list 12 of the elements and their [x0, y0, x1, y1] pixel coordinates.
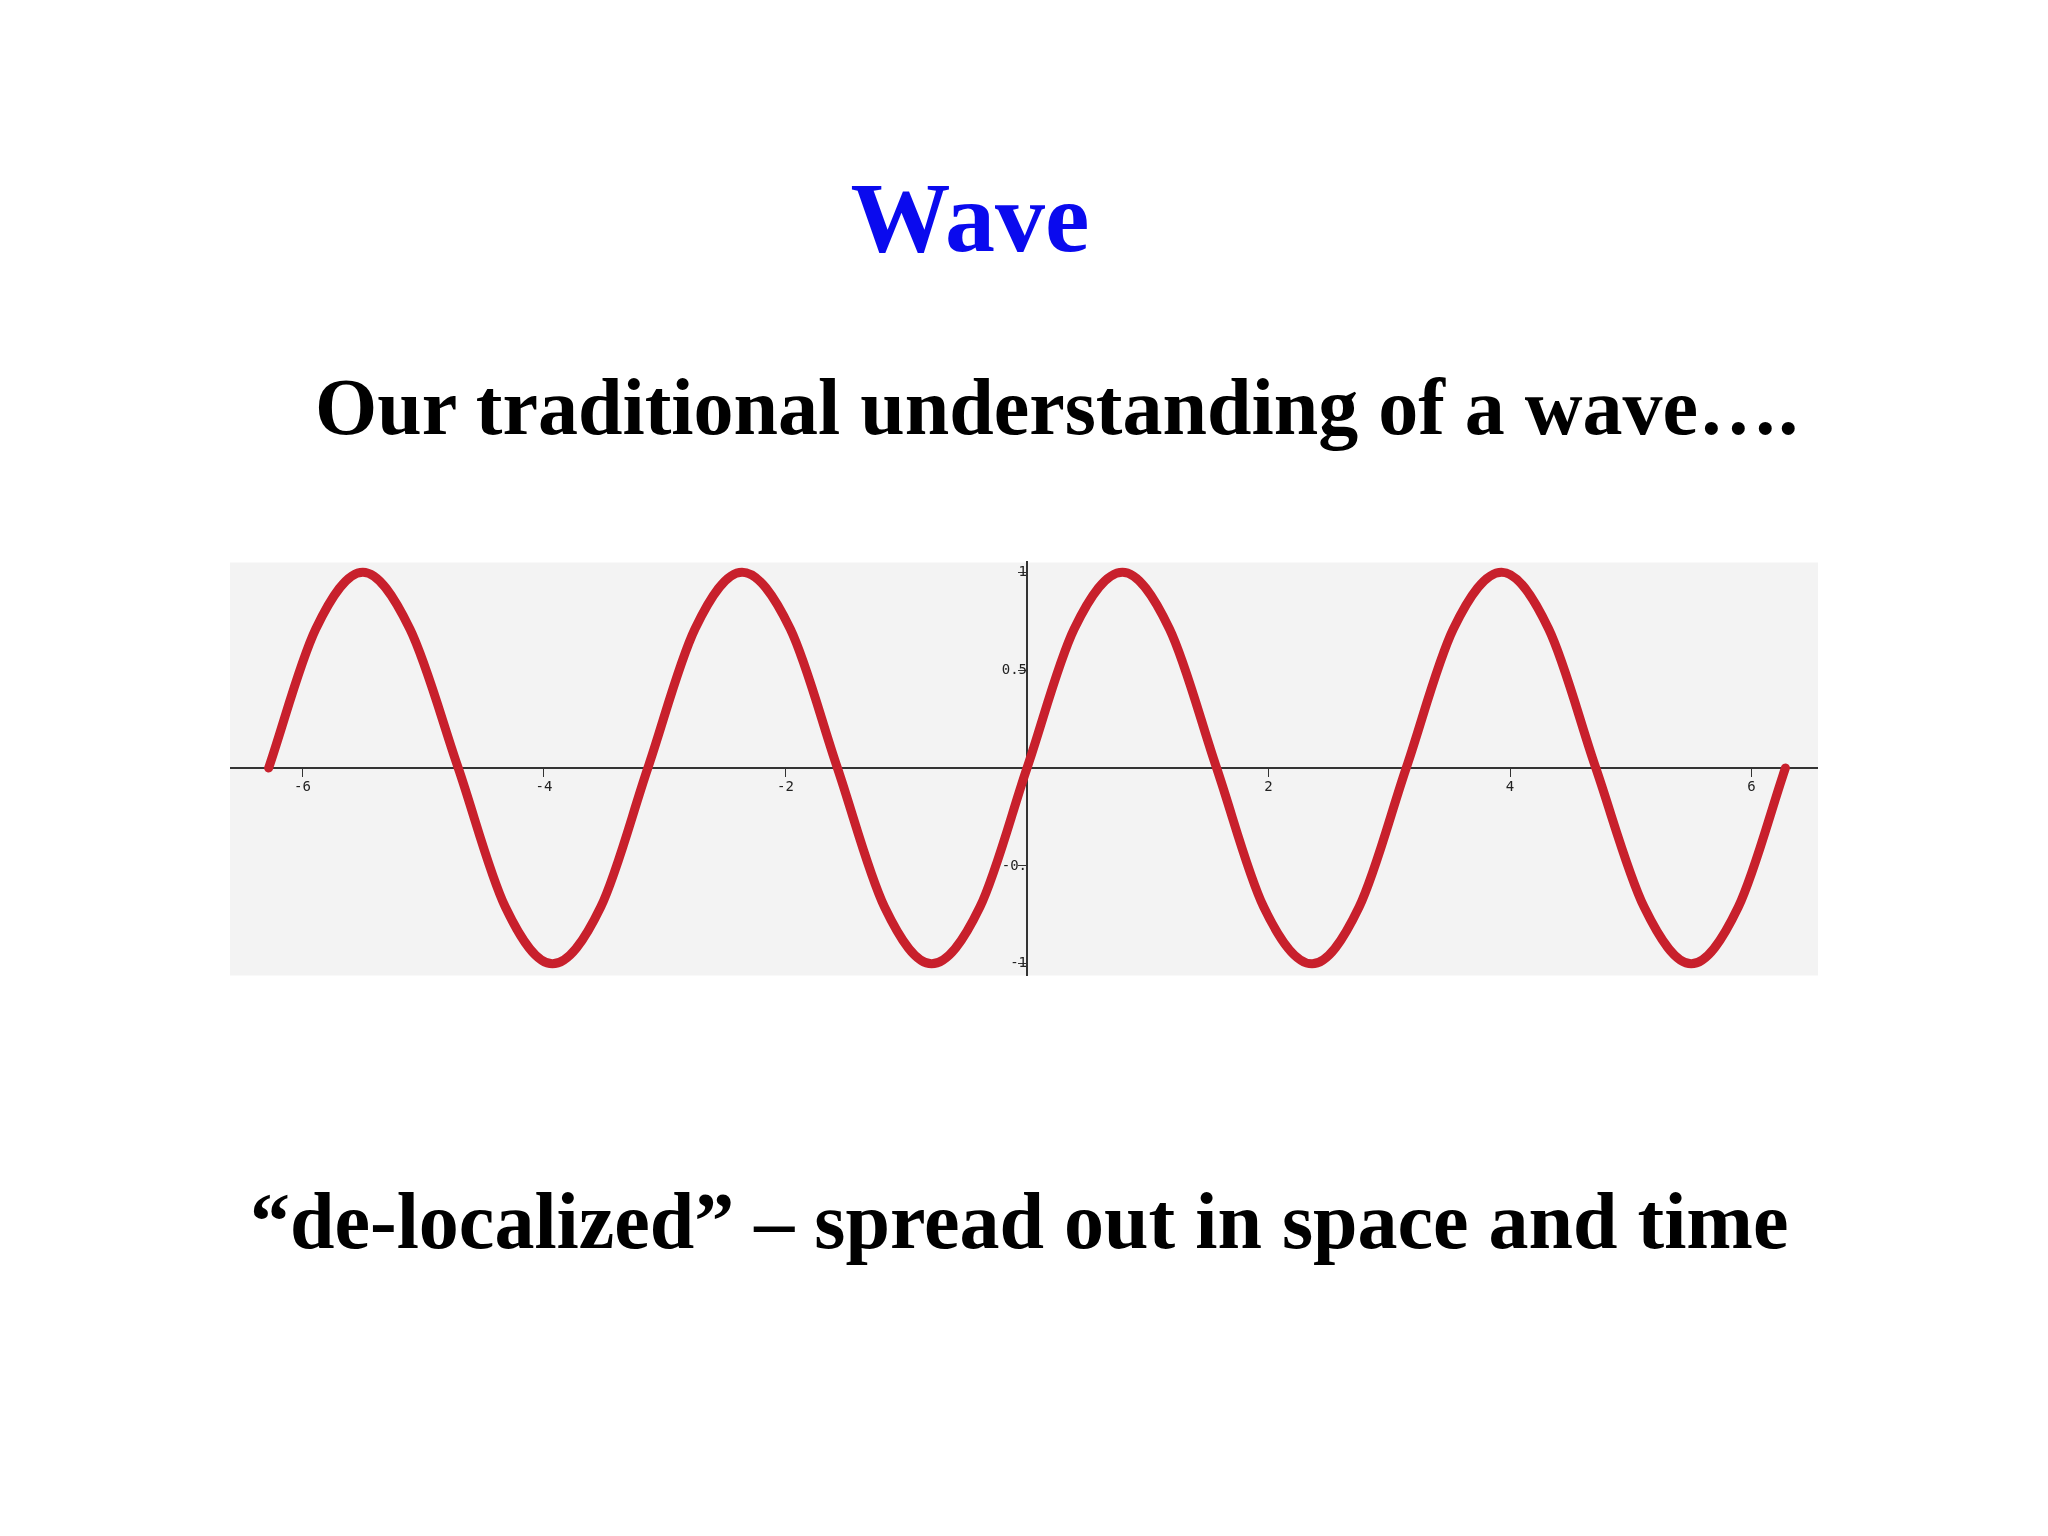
x-tick-label: 6	[1747, 778, 1756, 795]
y-tick-label: 0.5	[1001, 660, 1028, 677]
y-tick-label: -0.	[1001, 856, 1028, 873]
x-tick-label: 4	[1505, 778, 1515, 795]
chart-title: Wave	[849, 161, 1091, 275]
x-tick-label: -6	[294, 778, 311, 795]
x-tick-label: -2	[777, 778, 794, 795]
chart-subtitle: Our traditional understanding of a wave….	[315, 362, 1799, 453]
x-tick-label: -4	[535, 778, 553, 795]
y-tick-label: -1	[1010, 954, 1028, 971]
x-tick-label: 2	[1264, 778, 1273, 795]
text: “de-localized” – spread out in space and time	[250, 1176, 1789, 1267]
